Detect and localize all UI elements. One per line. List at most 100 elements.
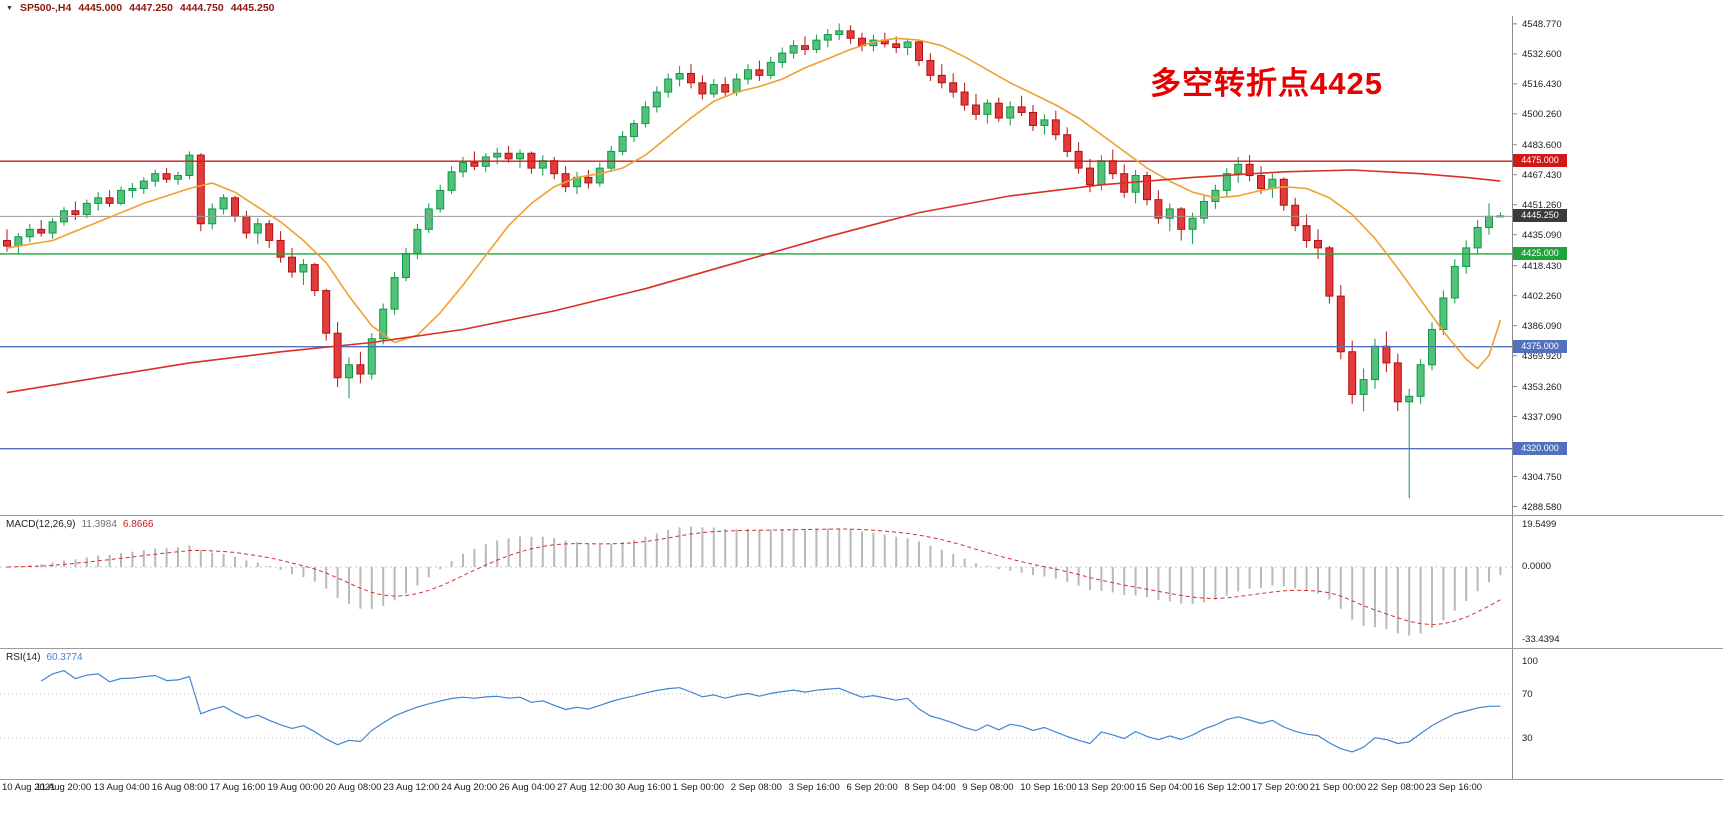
candle-body (1450, 265, 1459, 299)
candle-body (766, 61, 775, 76)
price-chart-surface[interactable] (0, 16, 1723, 515)
macd-histogram-bar (826, 528, 829, 567)
macd-histogram-bar (1260, 566, 1262, 588)
macd-histogram-bar (1203, 566, 1205, 603)
candle-body (1177, 208, 1186, 230)
candle-body (1040, 119, 1049, 126)
macd-histogram-bar (211, 552, 214, 567)
candle-body (1314, 239, 1322, 249)
rsi-scale-70: 70 (1522, 689, 1533, 700)
macd-histogram-bar (1180, 566, 1183, 604)
candle-body (447, 171, 456, 191)
candle-body (926, 60, 935, 76)
candle-body (801, 45, 809, 50)
macd-histogram-bar (667, 530, 670, 567)
macd-histogram-bar (1476, 566, 1479, 592)
candle-body (721, 84, 730, 93)
candle-body (3, 239, 11, 247)
macd-histogram-bar (291, 566, 293, 575)
macd-histogram-bar (1453, 566, 1456, 611)
candle-body (561, 173, 570, 188)
rsi-chart-surface[interactable] (0, 649, 1723, 779)
macd-histogram-bar (222, 553, 225, 567)
candle-body (310, 264, 319, 292)
panel-separator[interactable] (0, 515, 1723, 516)
candle-body (1200, 201, 1208, 219)
candle-body (196, 154, 205, 225)
candle-body (390, 277, 399, 310)
candle-body (1291, 204, 1300, 227)
candle-body (1131, 175, 1140, 193)
price-tick-label: 4386.090 (1522, 320, 1562, 332)
macd-histogram-bar (348, 566, 350, 604)
symbol-dropdown-icon[interactable]: ▼ (6, 4, 13, 12)
macd-chart-surface[interactable] (0, 516, 1723, 648)
candle-body (1268, 178, 1277, 190)
candle-body (595, 167, 604, 184)
macd-histogram-bar (1089, 566, 1091, 590)
macd-histogram-bar (587, 544, 590, 567)
macd-scale-zero: 0.0000 (1522, 560, 1552, 572)
time-axis-label: 17 Aug 16:00 (209, 782, 266, 793)
macd-histogram-bar (541, 536, 544, 567)
macd-histogram-bar (918, 541, 920, 567)
macd-histogram-bar (1146, 566, 1148, 598)
macd-histogram-bar (975, 563, 977, 567)
macd-histogram-bar (1431, 566, 1433, 629)
ma-fast-line (6, 37, 1502, 370)
candle-body (709, 84, 718, 95)
macd-histogram-bar (849, 529, 852, 567)
macd-histogram-bar (1077, 566, 1080, 586)
macd-histogram-bar (701, 527, 704, 567)
macd-histogram-bar (758, 529, 761, 567)
price-tick-label: 4500.260 (1522, 108, 1562, 120)
macd-label: MACD(12,26,9) (6, 519, 76, 530)
macd-histogram-bar (1328, 566, 1331, 600)
candle-body (823, 34, 832, 41)
price-tick-label: 4548.770 (1522, 18, 1562, 30)
macd-histogram-bar (199, 550, 202, 567)
candle-body (504, 152, 513, 160)
macd-histogram-bar (997, 566, 1000, 570)
macd-histogram-bar (633, 539, 635, 567)
candle-body (778, 52, 787, 63)
ohlc-high: 4447.250 (129, 2, 173, 14)
candle-body (1074, 150, 1083, 169)
candle-body (379, 308, 388, 340)
macd-histogram-bar (1020, 566, 1023, 573)
candle-body (618, 136, 627, 152)
time-axis-label: 19 Aug 00:00 (267, 782, 324, 793)
candle-body (1143, 175, 1151, 201)
candle-body (835, 30, 844, 36)
macd-histogram-bar (952, 553, 955, 567)
candle-body (915, 41, 923, 62)
ohlc-open: 4445.000 (78, 2, 123, 14)
price-tick-label: 4532.600 (1522, 48, 1562, 60)
rsi-scale-30: 30 (1522, 733, 1533, 744)
macd-histogram-bar (507, 538, 510, 567)
candle-body (1473, 226, 1482, 249)
macd-histogram-bar (963, 558, 966, 567)
time-axis-label: 21 Sep 00:00 (1309, 782, 1367, 793)
macd-histogram-bar (313, 566, 316, 582)
candle-body (117, 189, 125, 204)
macd-histogram-bar (1339, 566, 1342, 609)
macd-histogram-bar (621, 541, 624, 567)
panel-separator[interactable] (0, 648, 1723, 649)
macd-histogram-bar (108, 554, 111, 567)
macd-histogram-bar (655, 533, 658, 567)
macd-histogram-bar (1408, 566, 1411, 636)
macd-histogram-bar (63, 560, 65, 567)
macd-signal-value: 6.8666 (122, 519, 154, 530)
candle-body (276, 239, 285, 258)
macd-histogram-bar (450, 560, 453, 567)
macd-histogram-bar (1123, 566, 1126, 596)
macd-histogram-bar (6, 566, 8, 568)
time-axis-label: 23 Sep 16:00 (1425, 782, 1483, 793)
macd-histogram-bar (598, 544, 601, 567)
macd-histogram-bar (74, 559, 77, 567)
candle-body (675, 73, 684, 80)
candle-body (413, 228, 422, 254)
macd-histogram-bar (735, 529, 738, 567)
